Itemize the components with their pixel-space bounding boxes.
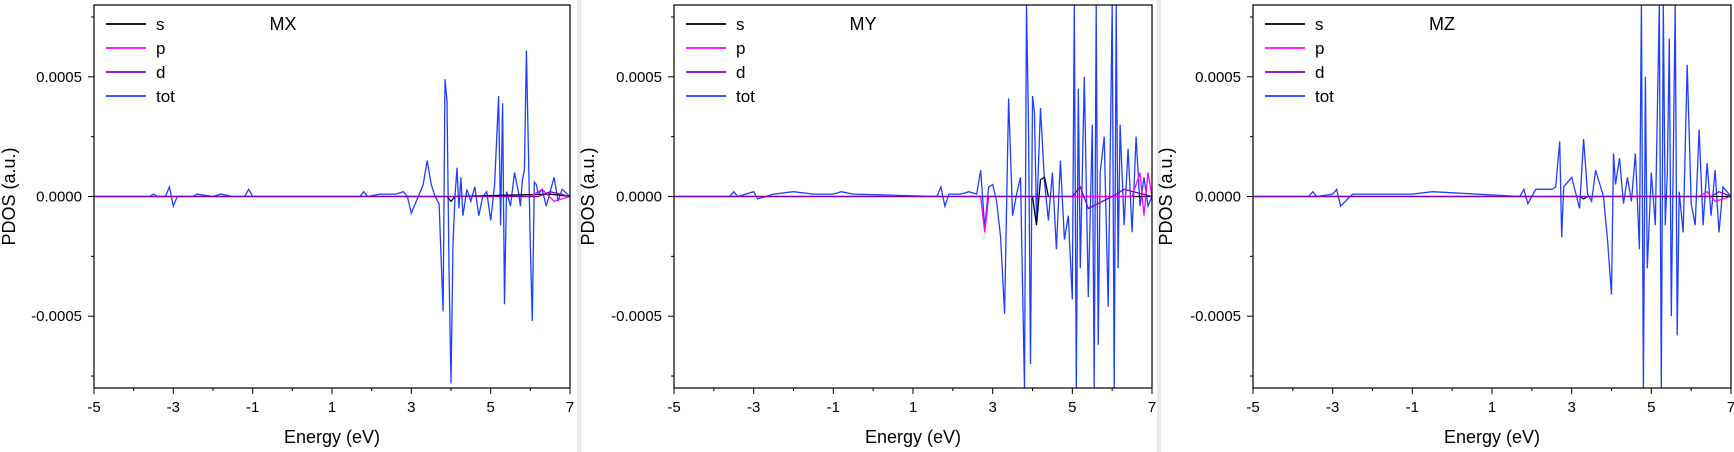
legend-label-s: s [736,15,745,34]
legend-label-d: d [156,63,165,82]
x-tick-label: -1 [827,399,840,416]
chart-title: MX [270,14,297,34]
x-tick-label: 3 [1567,399,1575,416]
x-tick-label: -3 [167,399,180,416]
y-tick-label: -0.0005 [1190,308,1241,325]
series-line-d [1253,190,1731,198]
y-tick-label: 0.0005 [36,69,82,86]
chart-panel-mx: -5 -3 -1 1 3 5 7 0.0005 0.0000 -0.0005 Energy (eV)… [0,4,574,447]
y-tick-label: -0.0005 [611,308,662,325]
x-tick-label: 7 [1148,399,1156,416]
legend-label-s: s [1315,15,1324,34]
panel-separator [1157,0,1161,452]
legend-label-d: d [1315,63,1324,82]
x-tick-label: 5 [1068,399,1076,416]
x-tick-label: 7 [1727,399,1734,416]
legend-label-d: d [736,63,745,82]
x-tick-label: 3 [988,399,996,416]
y-axis-label: PDOS (a.u.) [1156,147,1176,245]
y-axis-label: PDOS (a.u.) [578,147,598,245]
x-tick-label: -1 [1406,399,1419,416]
series-line-d [94,191,570,198]
x-axis-label: Energy (eV) [865,427,961,447]
x-tick-label: 5 [1647,399,1655,416]
x-tick-label: -5 [87,399,100,416]
y-tick-label: -0.0005 [31,308,82,325]
y-tick-label: 0.0005 [616,69,662,86]
chart-title: MZ [1429,14,1455,34]
legend-label-p: p [1315,39,1324,58]
x-tick-label: 1 [328,399,336,416]
x-tick-label: 1 [1488,399,1496,416]
x-tick-label: -1 [246,399,259,416]
legend-label-tot: tot [156,87,175,106]
y-tick-label: 0.0000 [1195,189,1241,206]
x-tick-label: -5 [1246,399,1259,416]
legend-label-tot: tot [736,87,755,106]
x-tick-label: 1 [909,399,917,416]
chart-title: MY [850,14,877,34]
y-tick-label: 0.0000 [616,189,662,206]
x-axis-label: Energy (eV) [1444,427,1540,447]
legend-label-p: p [156,39,165,58]
chart-panel-my: -5 -3 -1 1 3 5 7 0.0005 0.0000 -0.0005 Energy (eV)… [578,4,1156,447]
x-tick-label: 7 [566,399,574,416]
legend-label-p: p [736,39,745,58]
y-tick-label: 0.0005 [1195,69,1241,86]
x-tick-label: 3 [407,399,415,416]
legend-label-s: s [156,15,165,34]
legend: spd tot [106,15,175,106]
series-line-p [674,172,1152,233]
series-line-tot [1253,5,1731,388]
y-axis-label: PDOS (a.u.) [0,147,19,245]
legend: spd tot [1265,15,1334,106]
series-line-d [674,185,1152,210]
x-tick-label: -3 [747,399,760,416]
x-axis-label: Energy (eV) [284,427,380,447]
x-tick-label: 5 [486,399,494,416]
y-tick-label: 0.0000 [36,189,82,206]
panel-separator [577,0,581,452]
chart-panel-mz: -5 -3 -1 1 3 5 7 0.0005 0.0000 -0.0005 Energy (eV)… [1156,4,1734,447]
x-tick-label: -5 [667,399,680,416]
legend: spd tot [686,15,755,106]
x-tick-label: -3 [1326,399,1339,416]
legend-label-tot: tot [1315,87,1334,106]
